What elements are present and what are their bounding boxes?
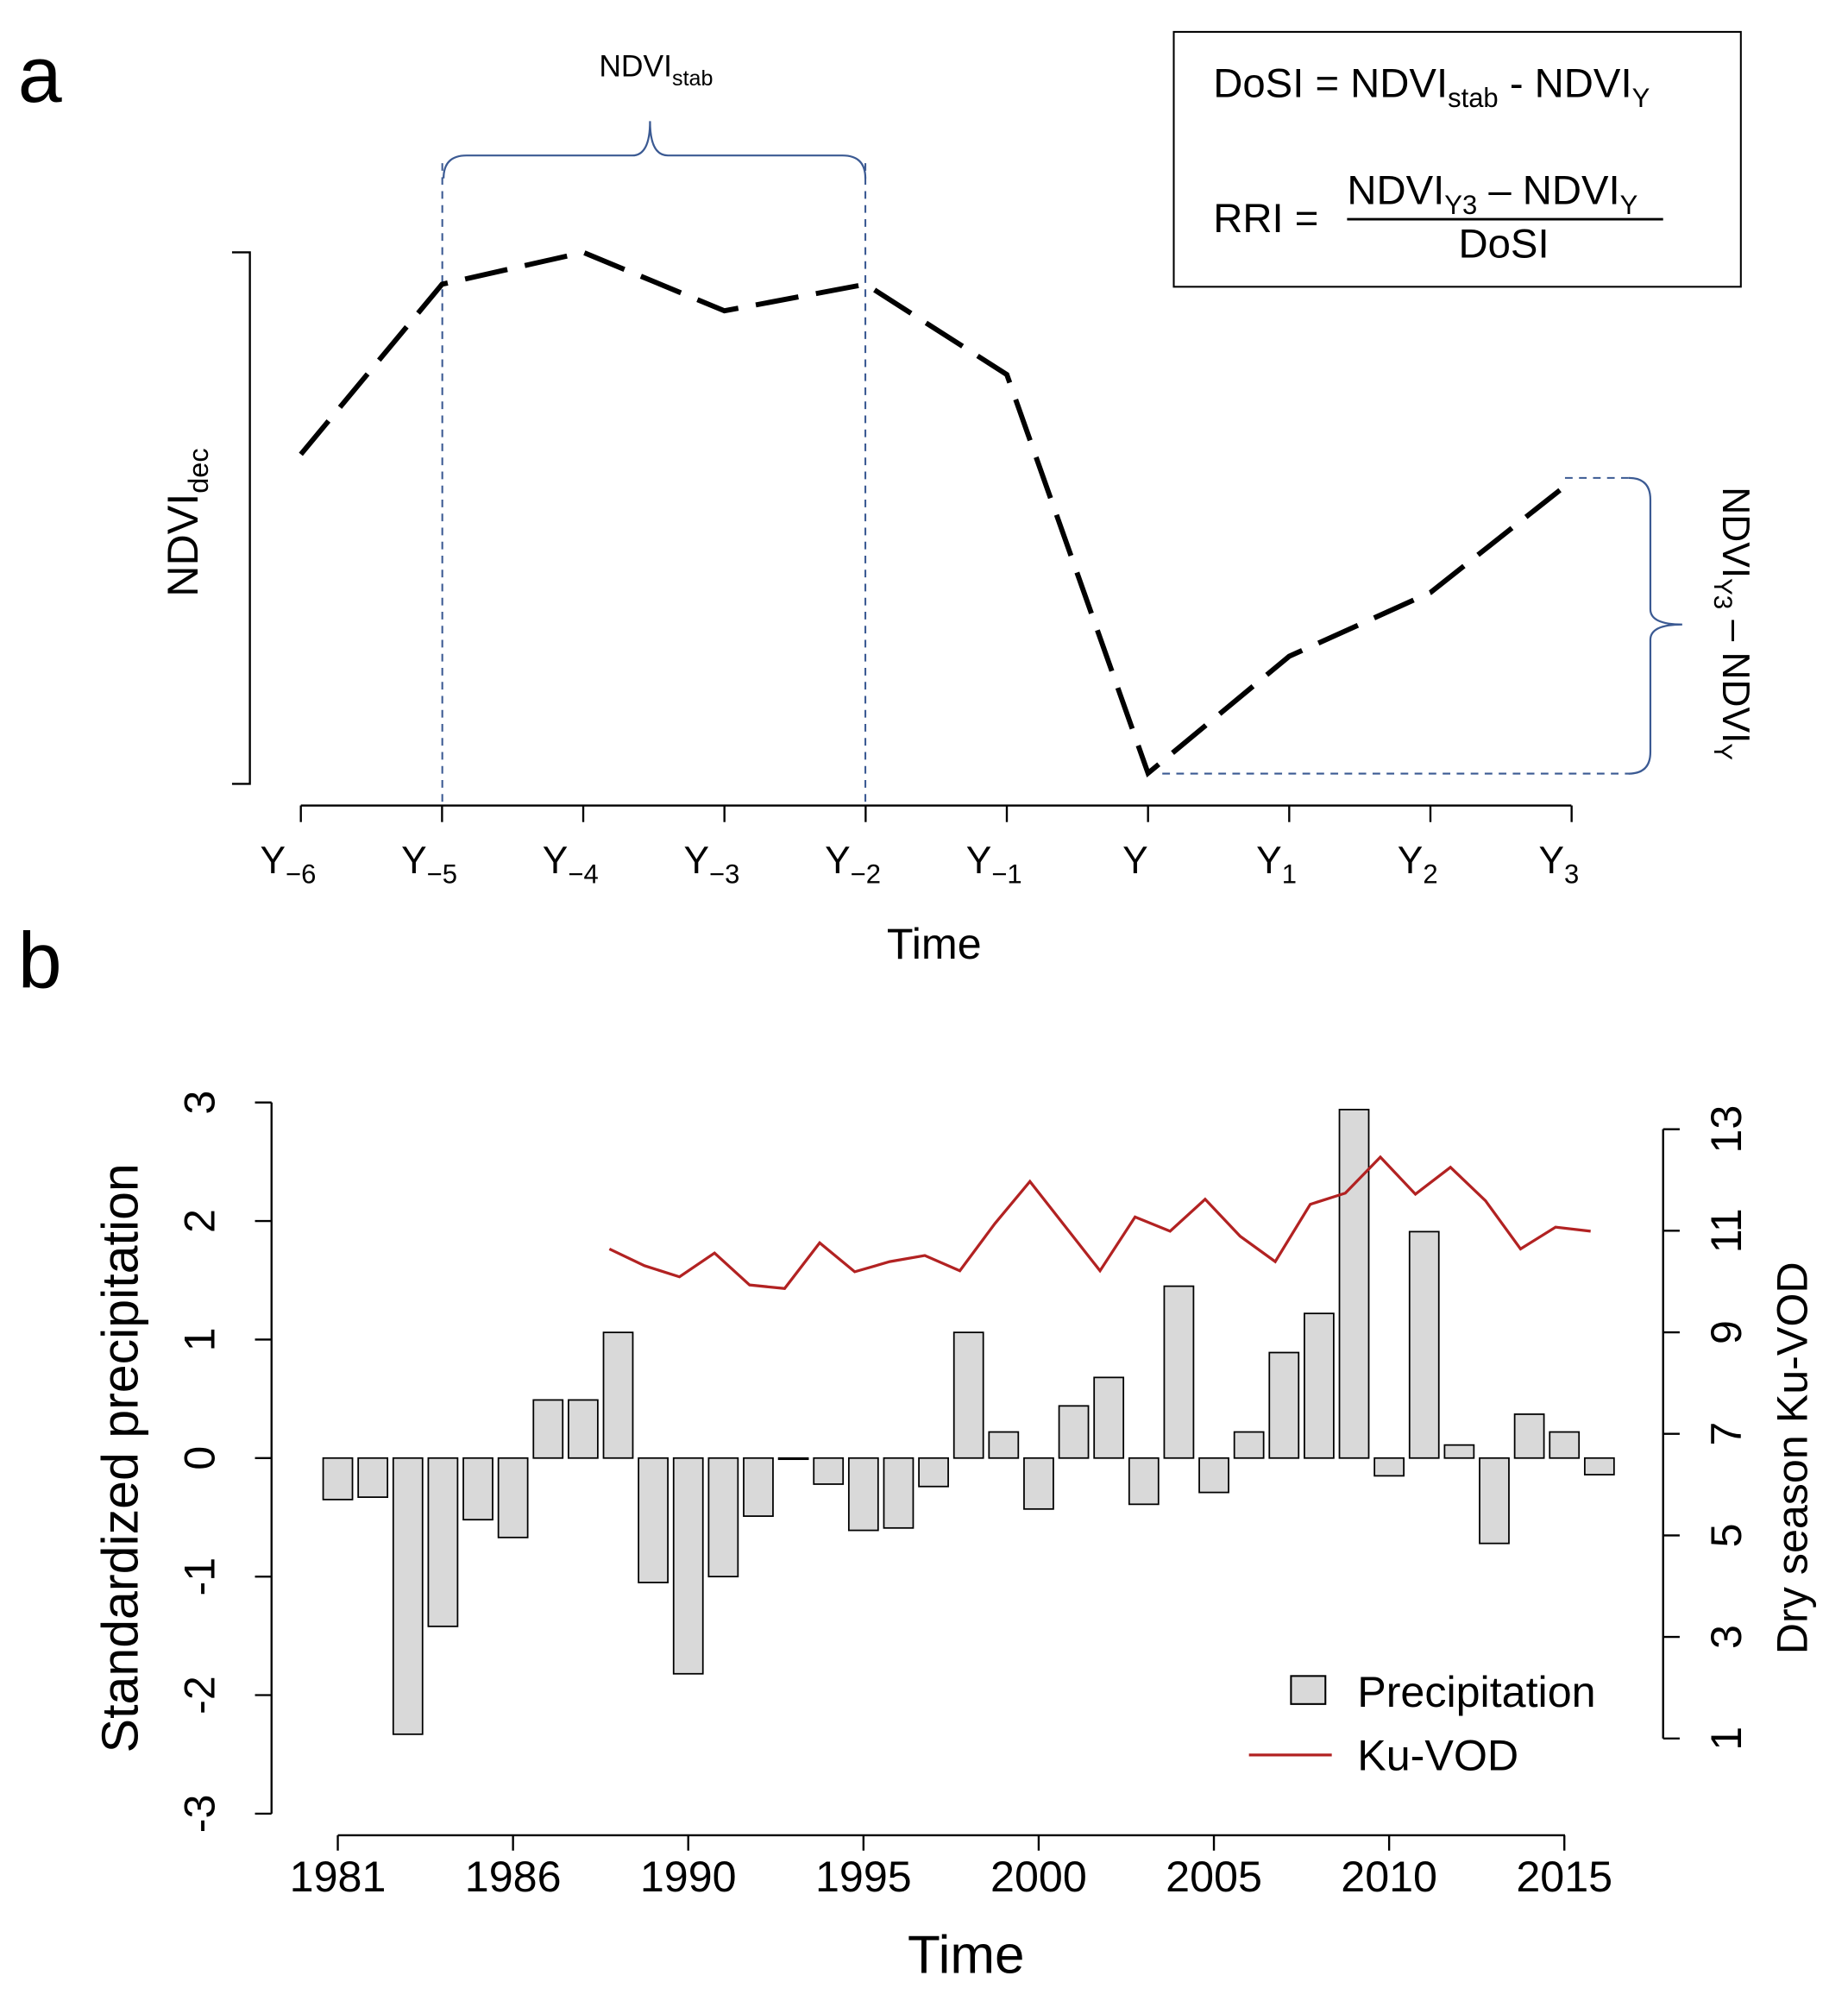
y-tick-label-left: 3 — [175, 1091, 223, 1115]
x-tick-label-a: Y1 — [1256, 840, 1297, 890]
precip-bar-2003 — [1093, 1376, 1125, 1459]
precip-bar-1995 — [813, 1457, 845, 1485]
y-tick-label-right: 1 — [1702, 1727, 1751, 1751]
precip-bar-1998 — [918, 1457, 949, 1488]
y-tick-label-left: -2 — [175, 1676, 223, 1715]
stab-brace — [443, 121, 867, 179]
precip-bar-1985 — [462, 1457, 493, 1521]
legend-label-ku-vod: Ku-VOD — [1357, 1732, 1518, 1780]
ndvi-dec-label: NDVIdec — [159, 448, 214, 596]
precip-bar-2001 — [1023, 1457, 1054, 1510]
x-tick-label-b: 2010 — [1341, 1853, 1437, 1901]
precip-bar-1996 — [847, 1457, 879, 1532]
precip-bar-2013 — [1443, 1444, 1475, 1459]
ndvi-dashed-line — [299, 249, 1574, 778]
precip-bar-1993 — [743, 1457, 774, 1517]
precip-bar-1983 — [392, 1457, 424, 1735]
x-tick-label-a: Y3 — [1538, 840, 1579, 890]
x-tick-label-b: 2000 — [990, 1853, 1087, 1901]
precip-bar-2002 — [1058, 1405, 1090, 1459]
x-tick-label-a: Y2 — [1398, 840, 1438, 890]
y-tick-label-left: 0 — [175, 1446, 223, 1470]
x-tick-label-a: Y−2 — [825, 840, 881, 890]
y-tick-label-left: -3 — [175, 1795, 223, 1834]
y-tick-label-left: 2 — [175, 1209, 223, 1233]
x-tick-label-a: Y−5 — [401, 840, 457, 890]
y-tick-label-left: -1 — [175, 1557, 223, 1596]
precip-bar-1987 — [532, 1399, 564, 1459]
panel-a: a NDVIdec Y−6 Y−5 Y−4 Y−3 Y−2 Y−1 Y Y1 Y2 Y3 Time… — [18, 30, 1757, 968]
precip-bar-1984 — [427, 1457, 459, 1627]
precip-bar-2006 — [1198, 1457, 1229, 1494]
y-axis-title-right: Dry season Ku-VOD — [1769, 1262, 1817, 1654]
recovery-brace — [1628, 476, 1682, 775]
y-tick-label-right: 5 — [1702, 1523, 1751, 1547]
x-tick-label-b: 2015 — [1516, 1853, 1612, 1901]
precip-bar-2007 — [1233, 1431, 1265, 1459]
panel-label-a: a — [18, 31, 62, 119]
precip-bar-2000 — [988, 1431, 1020, 1459]
precip-bar-1997 — [883, 1457, 915, 1529]
precip-bar-1981 — [322, 1457, 354, 1501]
x-tick-label-a: Y−4 — [543, 840, 599, 890]
legend-swatch-precipitation — [1290, 1675, 1327, 1705]
precip-bar-1988 — [568, 1399, 599, 1459]
y-tick-label-right: 3 — [1702, 1625, 1751, 1649]
panel-b: b 3 2 1 0 -1 -2 -3 13 11 9 7 5 3 1 1981 1986 1990 1995 200… — [18, 917, 1817, 1985]
precip-bar-1986 — [497, 1457, 529, 1539]
x-tick-label-a: Y−1 — [966, 840, 1022, 890]
formula-box — [1172, 30, 1742, 288]
y-tick-label-right: 7 — [1702, 1422, 1751, 1446]
precip-bar-1982 — [357, 1457, 389, 1498]
precip-bar-2015 — [1513, 1413, 1545, 1459]
legend-label-precipitation: Precipitation — [1357, 1668, 1595, 1716]
rri-numerator: NDVIY3 – NDVIY — [1347, 167, 1637, 220]
ku-vod-line — [608, 1155, 1591, 1290]
precip-bar-2014 — [1479, 1457, 1510, 1545]
x-axis-title-b: Time — [908, 1926, 1025, 1985]
precip-bar-1994 — [777, 1457, 809, 1461]
x-tick-label-b: 1995 — [815, 1853, 912, 1901]
precip-bar-1992 — [707, 1457, 739, 1578]
y-tick-label-right: 13 — [1702, 1105, 1751, 1154]
x-tick-label-b: 1986 — [465, 1853, 562, 1901]
x-tick-label-a: Y−6 — [260, 840, 316, 890]
ndvi-dec-axis — [231, 251, 251, 785]
precip-bar-2009 — [1304, 1312, 1335, 1459]
x-tick-label-a: Y−3 — [683, 840, 739, 890]
y-tick-label-right: 11 — [1702, 1208, 1751, 1253]
stab-label: NDVIstab — [599, 49, 713, 91]
precip-bar-2017 — [1583, 1457, 1615, 1476]
rri-label: RRI = — [1213, 196, 1318, 242]
precip-bar-1991 — [672, 1457, 704, 1675]
panel-label-b: b — [18, 917, 62, 1005]
x-tick-label-b: 1990 — [640, 1853, 737, 1901]
y-tick-label-left: 1 — [175, 1327, 223, 1351]
x-axis-title-a: Time — [887, 920, 982, 968]
precip-bar-1999 — [952, 1331, 984, 1459]
x-tick-label-b: 1981 — [290, 1853, 387, 1901]
precip-bar-2016 — [1549, 1431, 1581, 1459]
y-tick-label-right: 9 — [1702, 1320, 1751, 1344]
precip-bar-2004 — [1128, 1457, 1160, 1506]
y-axis-title-left: Standardized precipitation — [92, 1163, 149, 1752]
x-tick-label-a: Y — [1122, 840, 1148, 882]
precip-bar-2005 — [1163, 1285, 1195, 1459]
dosi-formula: DoSI = NDVIstab - NDVIY — [1213, 60, 1650, 113]
precip-bar-2011 — [1373, 1457, 1405, 1477]
rri-denominator: DoSI — [1459, 221, 1549, 267]
precip-bar-2012 — [1408, 1230, 1440, 1459]
legend: Precipitation Ku-VOD — [1248, 1668, 1596, 1780]
recovery-label: NDVIY3 – NDVIY — [1708, 487, 1757, 760]
precip-bar-2010 — [1338, 1109, 1370, 1459]
x-tick-label-b: 2005 — [1166, 1853, 1262, 1901]
precip-bar-1990 — [638, 1457, 669, 1583]
precip-bar-1989 — [602, 1331, 634, 1459]
precip-bar-2008 — [1268, 1351, 1300, 1459]
